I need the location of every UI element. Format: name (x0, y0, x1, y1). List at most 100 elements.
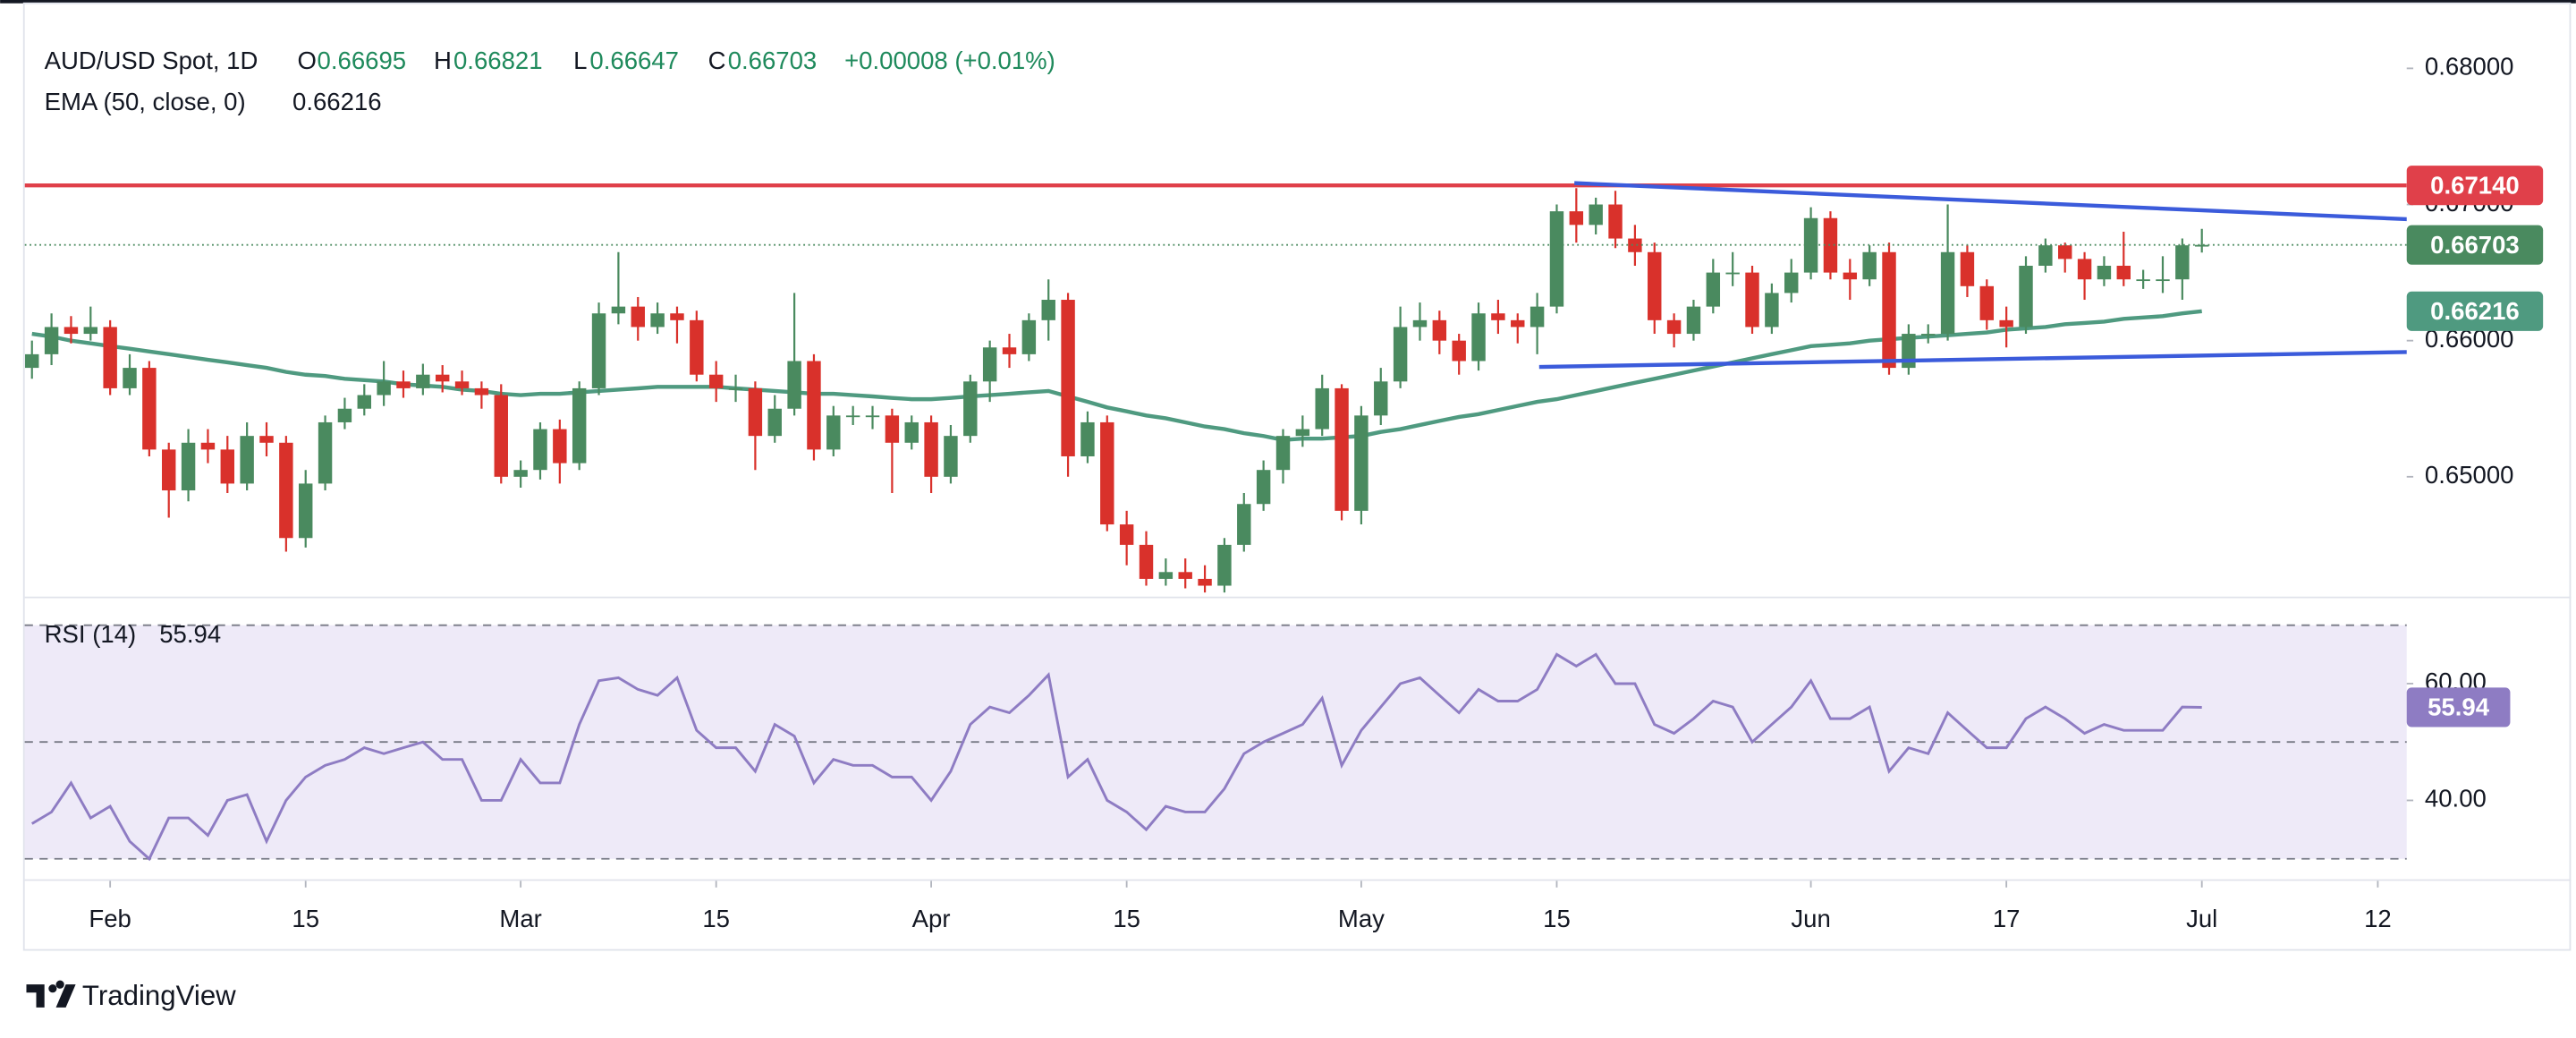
candle-body (181, 442, 196, 491)
candle-body (1765, 293, 1779, 328)
candle-body (1549, 211, 1564, 307)
candle-body (64, 327, 79, 335)
candle-body (591, 313, 606, 388)
candle-body (1237, 504, 1251, 545)
candle-body (553, 429, 567, 464)
y-tick-label: 40.00 (2425, 785, 2487, 813)
candle-body (220, 449, 235, 484)
candle-body (1960, 251, 1975, 286)
brand-logo-dot (48, 984, 57, 993)
candle-body (2175, 245, 2190, 280)
close-value: 0.66703 (728, 47, 818, 74)
candle-body (103, 327, 117, 388)
candle-body (572, 387, 587, 464)
candle-body (1275, 436, 1291, 471)
candle-body (1041, 300, 1055, 320)
x-tick-label: 15 (1543, 905, 1571, 932)
candle-body (1335, 387, 1349, 511)
candle-body (357, 395, 371, 409)
candle-body (924, 421, 938, 477)
candle-body (1882, 251, 1896, 369)
candle-body (1940, 251, 1955, 335)
x-tick-label: 15 (292, 905, 319, 932)
candle-body (533, 429, 547, 471)
candle-body (1843, 272, 1858, 280)
candle-body (2116, 265, 2131, 280)
y-tick-label: 0.65000 (2425, 461, 2514, 489)
change: +0.00008 (+0.01%) (844, 47, 1055, 74)
candle-body (1256, 470, 1271, 505)
ema-label: 0.66216 (2430, 297, 2520, 325)
candle-body (1061, 300, 1075, 456)
high-label: H (434, 47, 452, 74)
low-value: 0.66647 (589, 47, 679, 74)
candle-body (474, 387, 489, 396)
y-tick-label: 0.68000 (2425, 53, 2514, 81)
candle-body (1666, 319, 1682, 335)
candle-body (1412, 319, 1428, 328)
high-value: 0.66821 (453, 47, 543, 74)
candle-body (240, 436, 254, 484)
close-label: C (708, 47, 726, 74)
candle-body (2136, 279, 2150, 282)
candle-body (1686, 306, 1701, 335)
candle-body (1725, 272, 1740, 275)
candle-body (1452, 340, 1466, 362)
candle-body (1628, 238, 1642, 252)
top-border (0, 0, 2576, 4)
candle-body (396, 381, 411, 388)
x-tick-label: Apr (912, 905, 951, 932)
candle-body (2019, 265, 2033, 328)
candle-body (142, 368, 157, 450)
candle-body (1021, 319, 1037, 354)
candle-body (904, 421, 919, 443)
x-tick-label: 12 (2364, 905, 2392, 932)
candle-body (650, 313, 665, 328)
candle-body (708, 374, 724, 388)
candle-body (1648, 251, 1662, 320)
candle-body (1511, 319, 1525, 328)
candle-body (318, 421, 333, 484)
candle-body (767, 408, 782, 437)
x-tick-label: Feb (89, 905, 131, 932)
legend: AUD/USD Spot, 1D O 0.66695 H 0.66821 L 0… (45, 47, 1055, 648)
candle-body (1315, 387, 1329, 430)
candle-body (162, 449, 176, 491)
candle-body (1119, 524, 1134, 545)
x-tick-label: Mar (499, 905, 541, 932)
candle-body (1823, 217, 1838, 273)
candle-body (944, 436, 958, 477)
candle-body (1491, 313, 1505, 320)
candle-body (435, 374, 450, 382)
candle-body (2156, 279, 2170, 282)
candle-body (416, 374, 430, 388)
candle-body (1921, 334, 1936, 336)
candle-body (513, 470, 528, 477)
candle-body (728, 387, 743, 390)
candle-body (44, 327, 59, 354)
candle-body (1139, 544, 1154, 579)
candle-body (1198, 578, 1212, 586)
candle-body (337, 408, 352, 422)
candle-body (1295, 429, 1310, 437)
candle-body (2058, 245, 2072, 260)
symbol: AUD/USD Spot, 1D (45, 47, 258, 74)
last-price-label: 0.66703 (2430, 231, 2520, 259)
candle-body (748, 387, 763, 437)
x-tick-label: Jun (1791, 905, 1830, 932)
frame (22, 2, 2572, 951)
candle-body (885, 415, 900, 443)
candle-body (1178, 572, 1192, 579)
ema-label-box (2406, 291, 2544, 331)
brand-name: TradingView (82, 980, 236, 1011)
candle-body (83, 327, 98, 335)
candle-body (1608, 204, 1623, 239)
rsi-label-box (2406, 687, 2511, 727)
candle-body (25, 353, 39, 369)
candle-body (1999, 319, 2013, 328)
price-labels: 0.67140 0.66703 0.66216 55.94 (2406, 166, 2544, 727)
candle-body (1862, 251, 1877, 280)
